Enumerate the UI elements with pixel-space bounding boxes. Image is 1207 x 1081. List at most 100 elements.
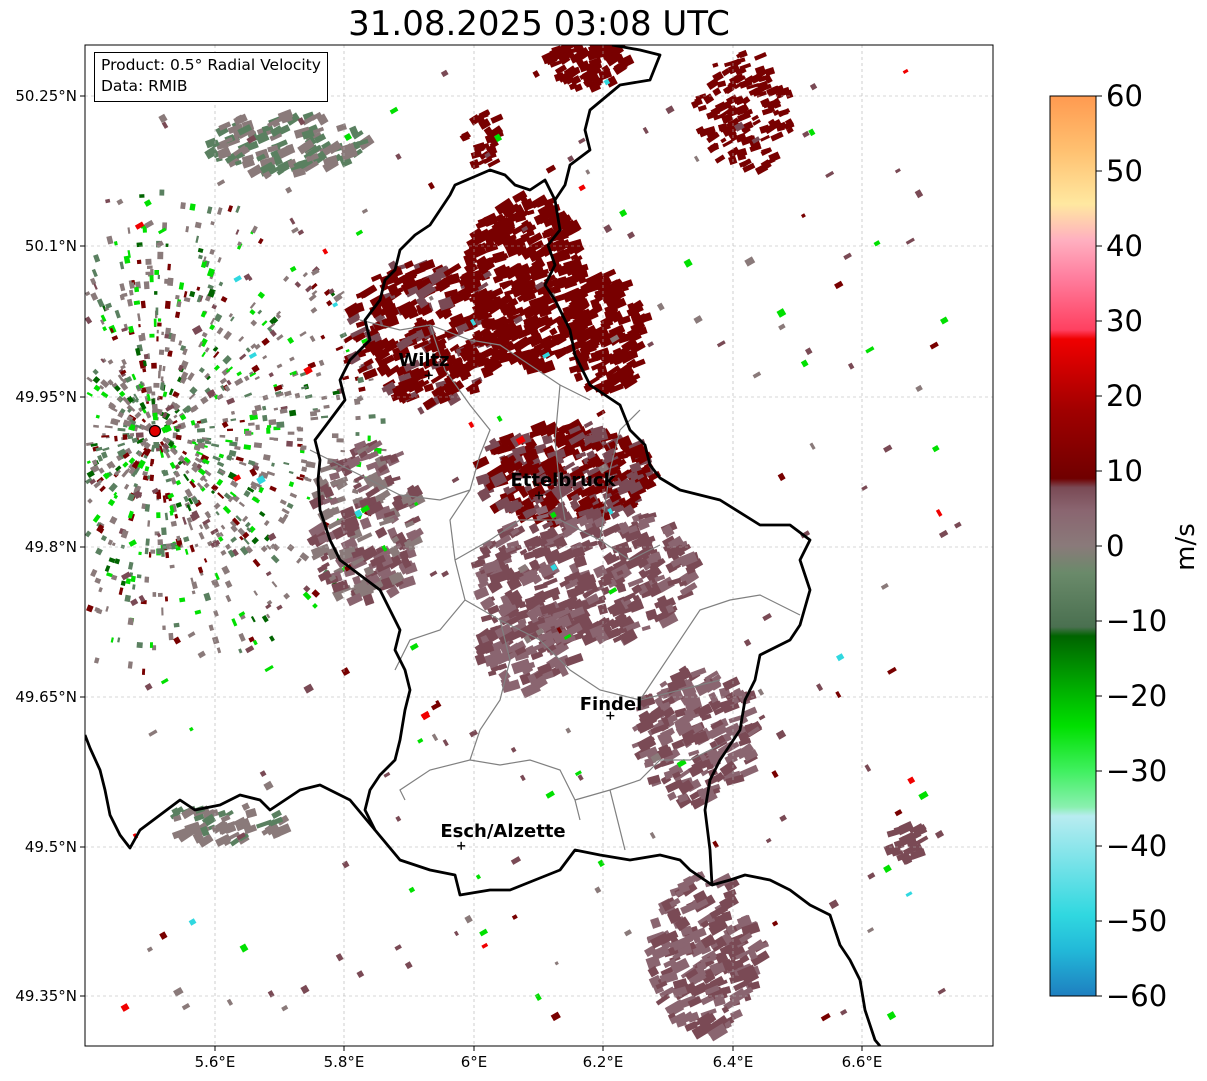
- city-label-ettelbruck: Ettelbruck: [510, 470, 616, 491]
- radar-echo-cell: [177, 364, 184, 371]
- radar-echo-cell: [95, 446, 103, 452]
- radar-echo-cell: [86, 460, 91, 464]
- radar-echo-cell: [119, 283, 126, 292]
- radar-echo-cell: [287, 431, 295, 435]
- radar-echo-cell: [304, 394, 313, 399]
- radar-echo-cell: [203, 477, 208, 483]
- radar-echo-cell: [113, 470, 119, 475]
- radar-echo-cell: [191, 464, 200, 473]
- radar-echo-cell: [217, 492, 225, 500]
- radar-echo-cell: [120, 364, 126, 370]
- radar-echo-cell: [283, 275, 290, 282]
- radar-echo-cell: [273, 437, 279, 441]
- radar-echo-cell: [108, 557, 116, 564]
- radar-echo-cell: [253, 590, 259, 596]
- radar-echo-cell: [120, 369, 127, 375]
- radar-echo-cell: [157, 370, 161, 379]
- radar-echo-cell: [140, 387, 147, 394]
- radar-echo-cell: [200, 396, 209, 405]
- radar-echo-cell: [564, 260, 583, 277]
- radar-echo-cell: [226, 428, 234, 432]
- radar-echo-cell: [128, 467, 136, 475]
- radar-echo-cell: [105, 606, 109, 612]
- radar-echo-cell: [156, 408, 163, 415]
- radar-echo-cell: [243, 537, 250, 545]
- radar-echo-cell: [331, 433, 339, 439]
- radar-echo-cell: [281, 508, 290, 515]
- radar-echo-cell: [450, 363, 468, 373]
- radar-echo-cell: [153, 382, 160, 388]
- radar-echo-cell: [203, 469, 212, 477]
- radar-echo-cell: [283, 592, 291, 600]
- radar-echo-cell: [397, 376, 417, 388]
- radar-echo-cell: [269, 635, 275, 642]
- radar-echo-cell: [98, 384, 105, 390]
- radar-echo-cell: [100, 358, 105, 363]
- radar-echo-cell: [203, 482, 210, 489]
- radar-echo-cell: [189, 203, 196, 211]
- radar-echo-cell: [273, 383, 278, 388]
- radar-echo-cell: [407, 367, 422, 379]
- radar-echo-cell: [196, 450, 204, 456]
- radar-echo-cell: [182, 516, 187, 525]
- radar-echo-cell: [357, 376, 365, 384]
- radar-echo-cell: [369, 304, 383, 316]
- radar-echo-cell: [105, 302, 113, 309]
- radar-echo-cell: [128, 325, 135, 334]
- radar-echo-cell: [271, 581, 278, 588]
- radar-echo-cell: [165, 552, 170, 559]
- radar-echo-cell: [213, 502, 221, 510]
- radar-echo-cell: [376, 362, 392, 377]
- radar-echo-cell: [350, 326, 369, 338]
- radar-echo-cell: [158, 349, 165, 356]
- lat-tick-label: 50.25°N: [15, 87, 77, 105]
- radar-echo-cell: [289, 492, 298, 499]
- radar-echo-cell: [339, 332, 348, 339]
- radar-echo-cell: [164, 417, 174, 427]
- radar-echo-cell: [157, 322, 162, 327]
- radar-echo-cell: [102, 326, 108, 332]
- radar-echo-cell: [441, 276, 458, 287]
- radar-echo-cell: [533, 340, 551, 352]
- radar-echo-cell: [141, 332, 146, 341]
- radar-echo-cell: [254, 343, 261, 350]
- radar-echo-cell: [500, 252, 509, 261]
- radar-echo-cell: [156, 548, 163, 555]
- radar-echo-cell: [174, 424, 182, 430]
- radar-echo-cell: [182, 405, 191, 414]
- colorbar-tick-label: 50: [1106, 154, 1143, 188]
- radar-echo-cell: [292, 370, 297, 376]
- radar-echo-cell: [421, 326, 431, 337]
- radar-echo-cell: [174, 463, 181, 470]
- radar-echo-cell: [263, 519, 270, 527]
- radar-echo-cell: [126, 395, 135, 404]
- radar-echo-cell: [100, 314, 107, 322]
- radar-echo-cell: [403, 359, 421, 372]
- radar-echo-cell: [85, 316, 93, 325]
- radar-echo-cell: [270, 543, 276, 550]
- radar-echo-cell: [156, 336, 159, 342]
- radar-echo-cell: [127, 661, 133, 669]
- radar-echo-cell: [196, 428, 206, 433]
- radar-echo-cell: [114, 435, 118, 442]
- colorbar-tick-label: −60: [1106, 979, 1168, 1013]
- radar-echo-cell: [169, 564, 175, 569]
- radar-echo-cell: [299, 330, 307, 337]
- radar-echo-cell: [296, 426, 301, 431]
- radar-echo-cell: [91, 459, 98, 466]
- radar-echo-cell: [355, 292, 364, 299]
- radar-echo-cell: [475, 308, 489, 320]
- radar-echo-cell: [211, 636, 220, 645]
- radar-echo-cell: [193, 422, 200, 429]
- radar-echo-cell: [472, 296, 482, 308]
- radar-echo-cell: [110, 418, 119, 426]
- radar-echo-cell: [287, 336, 295, 345]
- radar-echo-cell: [226, 379, 232, 386]
- radar-echo-cell: [213, 351, 220, 359]
- radar-echo-cell: [122, 452, 130, 459]
- radar-echo-cell: [205, 374, 211, 381]
- radar-echo-cell: [198, 341, 204, 348]
- radar-echo-cell: [238, 501, 245, 508]
- radar-echo-cell: [201, 351, 206, 358]
- radar-echo-cell: [189, 480, 197, 489]
